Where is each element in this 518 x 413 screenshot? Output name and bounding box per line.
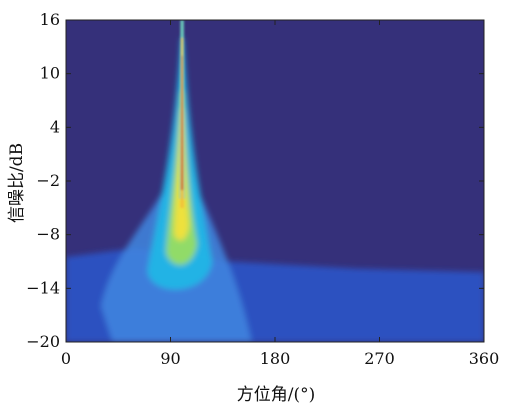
x-tick-label: 180: [260, 349, 291, 368]
y-tick-label: −14: [26, 278, 60, 297]
peak-ridge: [181, 55, 184, 190]
y-tick-label: −8: [36, 225, 60, 244]
x-tick-label: 0: [61, 349, 71, 368]
ticks-layer: 0 90 180 270 360 −20 −14 −8 −2 4 10 16: [26, 10, 499, 368]
x-axis-label: 方位角/(°): [237, 385, 316, 405]
y-tick-label: −20: [26, 332, 60, 351]
y-tick-label: 4: [50, 117, 60, 136]
heatmap-layer: [66, 20, 484, 342]
y-axis-label: 信噪比/dB: [7, 143, 27, 223]
y-tick-label: −2: [36, 171, 60, 190]
y-tick-label: 10: [40, 64, 60, 83]
y-tick-label: 16: [40, 10, 60, 29]
x-tick-label: 270: [364, 349, 395, 368]
x-tick-label: 360: [469, 349, 500, 368]
x-tick-label: 90: [160, 349, 180, 368]
